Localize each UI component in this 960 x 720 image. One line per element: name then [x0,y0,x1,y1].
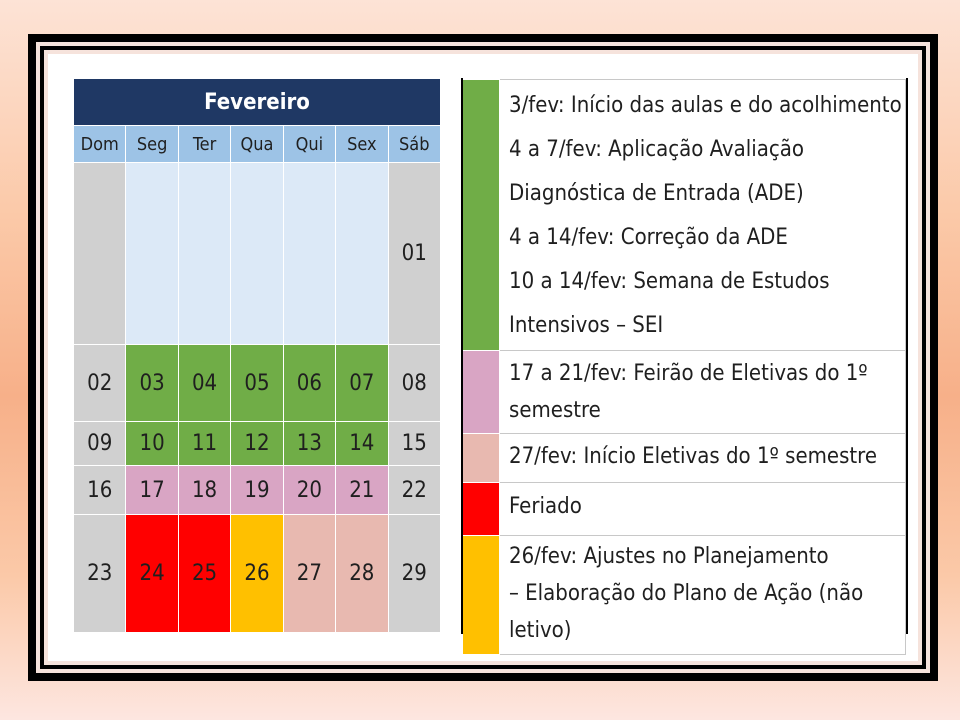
legend-line: Intensivos – SEI [509,313,664,338]
legend-row-salmon: 27/fev: Início Eletivas do 1º semestre [462,433,906,483]
legend-line: 27/fev: Início Eletivas do 1º semestre [509,444,877,469]
day-cell: 10 [125,421,179,466]
day-cell: 15 [387,421,442,466]
day-cell: 12 [230,421,284,466]
day-cell: 16 [72,465,127,515]
day-cell: 27 [282,514,337,633]
weekday-sab: Sáb [387,125,442,163]
legend-line: Diagnóstica de Entrada (ADE) [509,181,804,206]
day-cell: 29 [387,514,442,633]
day-cell: 04 [177,344,232,422]
legend-row-red: Feriado [462,482,906,536]
week-row: 16 17 18 19 20 21 22 [72,465,442,515]
legend-table: 3/fev: Início das aulas e do acolhimento… [462,79,906,655]
legend-text-green: 3/fev: Início das aulas e do acolhimento… [499,79,906,351]
day-cell: 26 [230,514,284,633]
legend-swatch-pink [462,350,500,434]
day-cell: 13 [282,421,337,466]
day-cell: 23 [72,514,127,633]
week-row: 23 24 25 26 27 28 29 [72,514,442,633]
week-row: 01 [72,162,442,345]
legend-swatch-green [462,79,500,351]
day-cell: 24 [125,514,179,633]
day-cell [282,162,337,345]
legend-text-yellow: 26/fev: Ajustes no Planejamento – Elabor… [499,535,906,655]
legend-line: – Elaboração do Plano de Ação (não [509,581,864,606]
day-cell: 09 [72,421,127,466]
weekday-ter: Ter [177,125,232,163]
day-cell: 18 [177,465,232,515]
legend-left-rule [461,78,463,634]
day-cell: 14 [335,421,389,466]
week-row: 02 03 04 05 06 07 08 [72,344,442,422]
day-cell: 19 [230,465,284,515]
day-cell: 05 [230,344,284,422]
legend-swatch-yellow [462,535,500,655]
day-cell [230,162,284,345]
day-cell: 03 [125,344,179,422]
day-cell: 11 [177,421,232,466]
day-cell: 28 [335,514,389,633]
legend-line: semestre [509,398,601,423]
legend-row-yellow: 26/fev: Ajustes no Planejamento – Elabor… [462,535,906,655]
legend-line: Feriado [509,494,582,519]
day-cell [125,162,179,345]
day-cell [177,162,232,345]
legend-line: 17 a 21/fev: Feirão de Eletivas do 1º [509,361,868,386]
month-title: Fevereiro [73,78,441,126]
weekday-dom: Dom [72,125,127,163]
legend-line: 26/fev: Ajustes no Planejamento [509,544,829,569]
calendar-table: Fevereiro Dom Seg Ter Qua Qui Sex Sáb 01… [72,78,442,633]
day-cell [72,162,127,345]
legend-line: 3/fev: Início das aulas e do acolhimento [509,93,902,118]
legend-line: 4 a 14/fev: Correção da ADE [509,225,788,250]
legend-swatch-red [462,482,500,536]
weekday-sex: Sex [335,125,389,163]
day-cell: 21 [335,465,389,515]
legend-line: 10 a 14/fev: Semana de Estudos [509,269,830,294]
day-cell: 08 [387,344,442,422]
day-cell: 20 [282,465,337,515]
legend-right-rule [906,78,908,634]
day-cell: 02 [72,344,127,422]
legend-text-salmon: 27/fev: Início Eletivas do 1º semestre [499,433,906,483]
day-cell [335,162,389,345]
week-row: 09 10 11 12 13 14 15 [72,421,442,466]
day-cell: 17 [125,465,179,515]
day-cell: 22 [387,465,442,515]
day-cell: 01 [387,162,442,345]
weekday-qua: Qua [230,125,284,163]
legend-line: letivo) [509,618,572,643]
legend-row-green: 3/fev: Início das aulas e do acolhimento… [462,79,906,351]
day-cell: 06 [282,344,337,422]
day-cell: 25 [177,514,232,633]
legend-swatch-salmon [462,433,500,483]
weekday-qui: Qui [282,125,337,163]
legend-row-pink: 17 a 21/fev: Feirão de Eletivas do 1º se… [462,350,906,434]
legend-line: 4 a 7/fev: Aplicação Avaliação [509,137,804,162]
weekday-seg: Seg [125,125,179,163]
legend-text-red: Feriado [499,482,906,536]
day-cell: 07 [335,344,389,422]
legend-text-pink: 17 a 21/fev: Feirão de Eletivas do 1º se… [499,350,906,434]
